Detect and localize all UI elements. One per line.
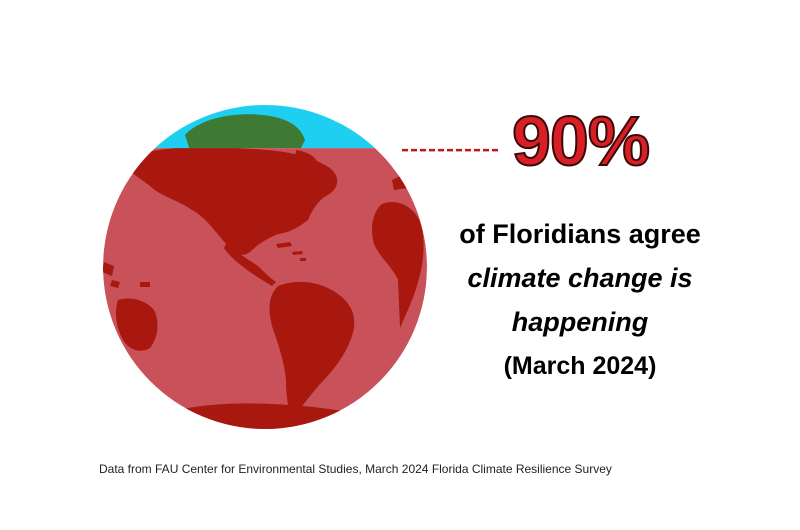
caption-line-3: happening — [511, 307, 649, 337]
caption-line-1: of Floridians agree — [459, 219, 701, 249]
caption: of Floridians agree climate change is ha… — [425, 212, 735, 388]
caption-line-2: climate change is — [467, 263, 693, 293]
main-segment — [103, 148, 427, 429]
caption-date: (March 2024) — [503, 352, 657, 380]
source-note: Data from FAU Center for Environmental S… — [99, 462, 612, 476]
headline-percentage: 90% — [511, 102, 651, 180]
